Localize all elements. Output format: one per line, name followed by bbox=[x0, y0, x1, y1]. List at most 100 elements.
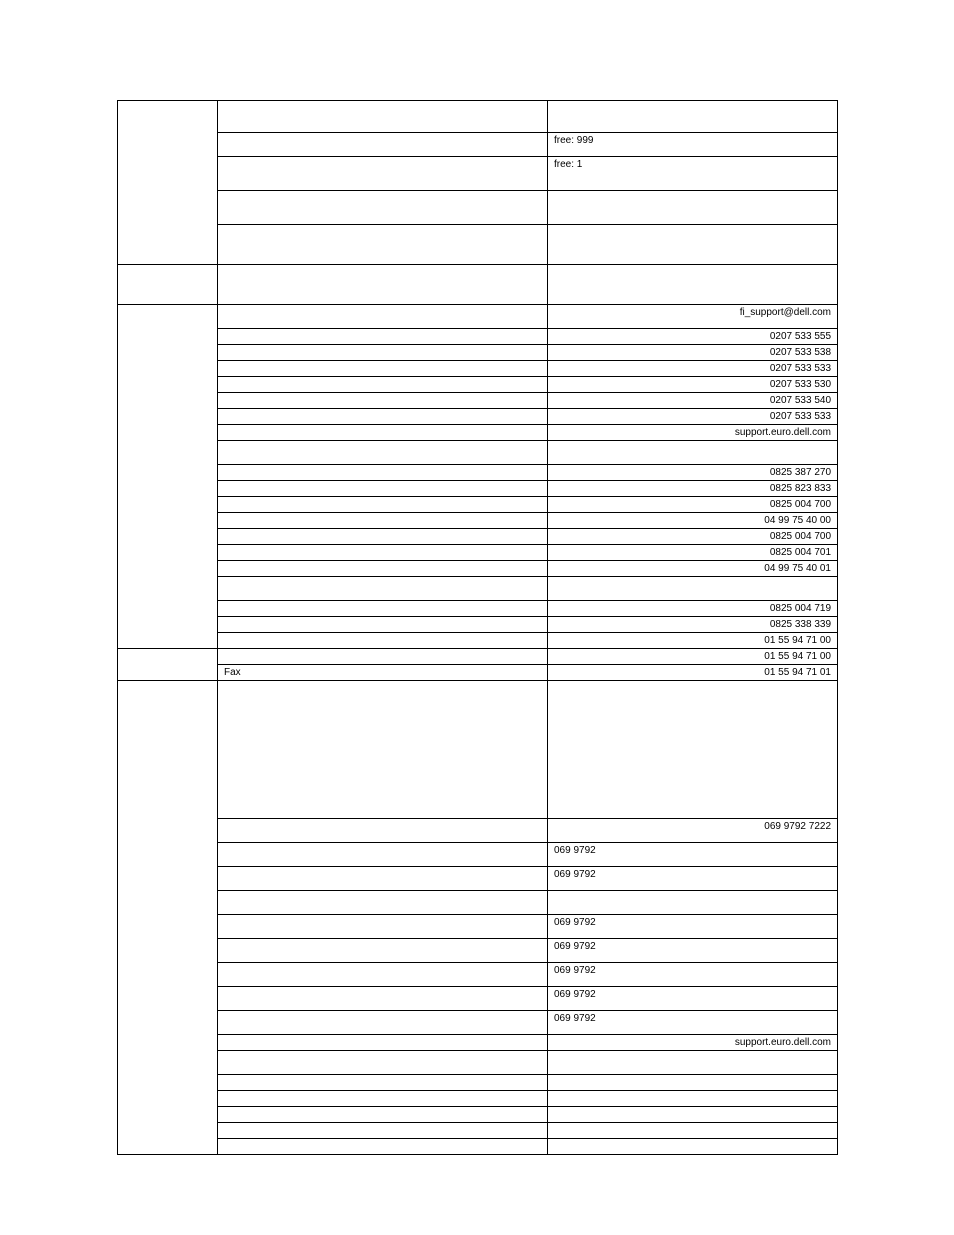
table-row: 0207 533 530 bbox=[118, 377, 838, 393]
col-label bbox=[218, 649, 548, 665]
col-country bbox=[118, 681, 218, 1155]
table-row: 01 55 94 71 00 bbox=[118, 633, 838, 649]
table-row: free: 999 bbox=[118, 133, 838, 157]
table-row: 069 9792 bbox=[118, 843, 838, 867]
table-row: 0825 004 700 bbox=[118, 529, 838, 545]
table-row bbox=[118, 577, 838, 601]
col-value bbox=[548, 1051, 838, 1075]
col-label: Fax bbox=[218, 665, 548, 681]
col-value: 0825 004 700 bbox=[548, 529, 838, 545]
col-label bbox=[218, 1051, 548, 1075]
col-label bbox=[218, 987, 548, 1011]
table-row: 069 9792 bbox=[118, 963, 838, 987]
col-value: free: 999 bbox=[548, 133, 838, 157]
col-value: 01 55 94 71 00 bbox=[548, 633, 838, 649]
table-row bbox=[118, 441, 838, 465]
col-value: 069 9792 bbox=[548, 843, 838, 867]
col-label bbox=[218, 345, 548, 361]
col-label bbox=[218, 157, 548, 191]
col-value: 069 9792 bbox=[548, 963, 838, 987]
col-label bbox=[218, 617, 548, 633]
col-label bbox=[218, 409, 548, 425]
table-row: 0825 387 270 bbox=[118, 465, 838, 481]
table-row: Fax01 55 94 71 01 bbox=[118, 665, 838, 681]
col-label bbox=[218, 133, 548, 157]
table-row: 0825 004 701 bbox=[118, 545, 838, 561]
col-label bbox=[218, 1011, 548, 1035]
table-row bbox=[118, 1051, 838, 1075]
col-value: 069 9792 bbox=[548, 939, 838, 963]
table-row: 0825 004 700 bbox=[118, 497, 838, 513]
table-row bbox=[118, 101, 838, 133]
col-label bbox=[218, 305, 548, 329]
table-row: 069 9792 bbox=[118, 987, 838, 1011]
col-label bbox=[218, 891, 548, 915]
table-row: 069 9792 bbox=[118, 939, 838, 963]
col-country bbox=[118, 101, 218, 265]
col-value: 0825 004 700 bbox=[548, 497, 838, 513]
table-row: 0207 533 533 bbox=[118, 409, 838, 425]
col-label bbox=[218, 377, 548, 393]
col-value: support.euro.dell.com bbox=[548, 1035, 838, 1051]
table-row bbox=[118, 891, 838, 915]
table-row: fi_support@dell.com bbox=[118, 305, 838, 329]
col-label bbox=[218, 1091, 548, 1107]
col-value: 01 55 94 71 00 bbox=[548, 649, 838, 665]
col-label bbox=[218, 529, 548, 545]
col-value bbox=[548, 441, 838, 465]
col-value: 069 9792 bbox=[548, 1011, 838, 1035]
table-row: 0825 823 833 bbox=[118, 481, 838, 497]
col-label bbox=[218, 545, 548, 561]
table-row: 069 9792 7222 bbox=[118, 819, 838, 843]
col-label bbox=[218, 425, 548, 441]
col-value: fi_support@dell.com bbox=[548, 305, 838, 329]
col-value: 0207 533 538 bbox=[548, 345, 838, 361]
col-label bbox=[218, 225, 548, 265]
col-label bbox=[218, 963, 548, 987]
table-row bbox=[118, 1091, 838, 1107]
col-value bbox=[548, 577, 838, 601]
table-row: 0825 338 339 bbox=[118, 617, 838, 633]
table-row: 069 9792 bbox=[118, 867, 838, 891]
col-label bbox=[218, 441, 548, 465]
col-value: 0207 533 555 bbox=[548, 329, 838, 345]
col-value: 04 99 75 40 00 bbox=[548, 513, 838, 529]
table-row: 0207 533 538 bbox=[118, 345, 838, 361]
table-row: 0825 004 719 bbox=[118, 601, 838, 617]
table-row: 01 55 94 71 00 bbox=[118, 649, 838, 665]
col-country bbox=[118, 265, 218, 305]
col-label bbox=[218, 191, 548, 225]
col-value: 069 9792 7222 bbox=[548, 819, 838, 843]
table-row bbox=[118, 681, 838, 819]
table-row: support.euro.dell.com bbox=[118, 425, 838, 441]
table-row bbox=[118, 1075, 838, 1091]
col-label bbox=[218, 819, 548, 843]
col-value: 04 99 75 40 01 bbox=[548, 561, 838, 577]
col-value bbox=[548, 1107, 838, 1123]
col-label bbox=[218, 1139, 548, 1155]
col-label bbox=[218, 867, 548, 891]
table-row: 0207 533 540 bbox=[118, 393, 838, 409]
col-value: 0825 823 833 bbox=[548, 481, 838, 497]
table-row: 04 99 75 40 01 bbox=[118, 561, 838, 577]
col-label bbox=[218, 481, 548, 497]
table-row: support.euro.dell.com bbox=[118, 1035, 838, 1051]
col-value bbox=[548, 891, 838, 915]
col-label bbox=[218, 561, 548, 577]
col-value bbox=[548, 1139, 838, 1155]
col-label bbox=[218, 465, 548, 481]
col-value bbox=[548, 225, 838, 265]
col-value: 069 9792 bbox=[548, 867, 838, 891]
col-label bbox=[218, 497, 548, 513]
table-row bbox=[118, 191, 838, 225]
col-label bbox=[218, 577, 548, 601]
col-label bbox=[218, 633, 548, 649]
contact-table: free: 999free: 1fi_support@dell.com0207 … bbox=[117, 100, 838, 1155]
table-row: 0207 533 555 bbox=[118, 329, 838, 345]
col-value: 01 55 94 71 01 bbox=[548, 665, 838, 681]
col-country bbox=[118, 305, 218, 649]
col-value bbox=[548, 681, 838, 819]
col-label bbox=[218, 513, 548, 529]
col-value: 0207 533 540 bbox=[548, 393, 838, 409]
col-value: 069 9792 bbox=[548, 987, 838, 1011]
